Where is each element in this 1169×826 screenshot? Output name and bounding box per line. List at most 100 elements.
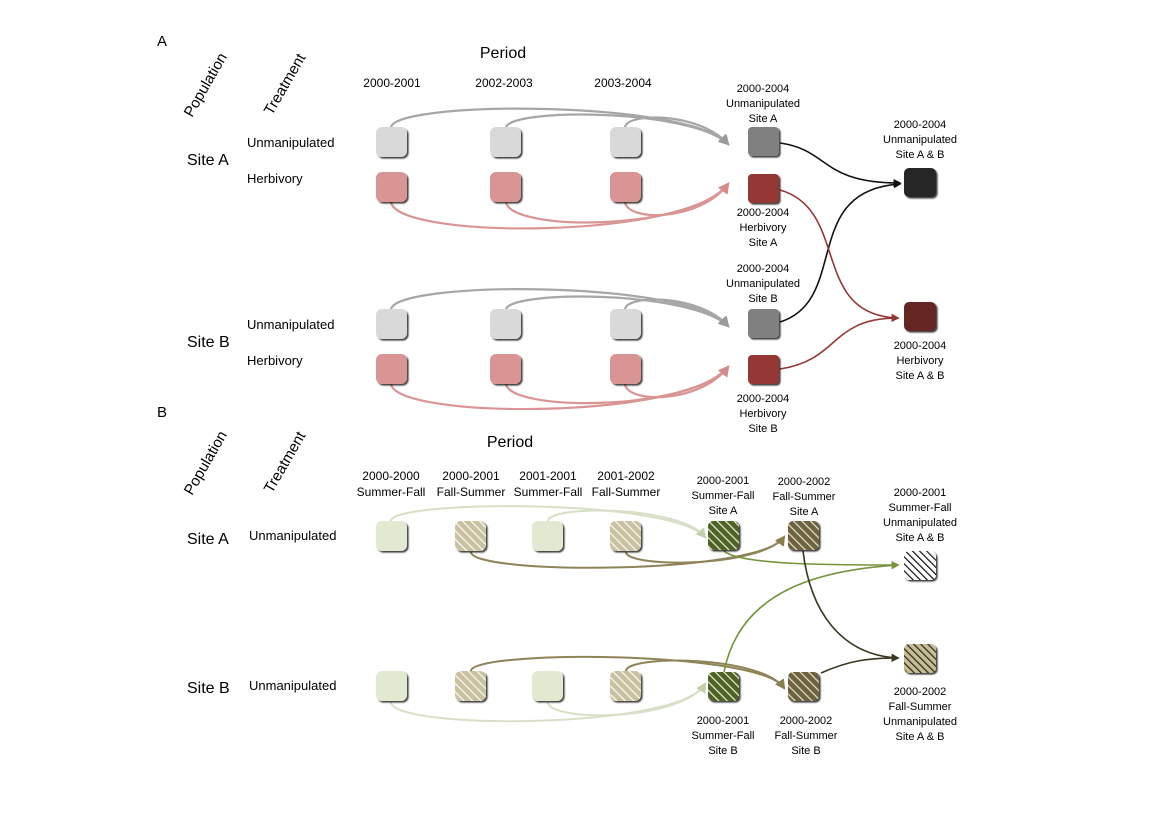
- pooling-arrow: [779, 314, 900, 370]
- final-label: Summer-Fall: [889, 502, 952, 514]
- final-label: 2000-2001: [894, 487, 947, 499]
- pooled-label: Unmanipulated: [726, 278, 800, 290]
- panel-b: B Population Treatment Period 2000-2000 …: [157, 404, 957, 757]
- pooled-label: 2000-2001: [697, 475, 750, 487]
- period-label: Summer-Fall: [514, 485, 583, 499]
- matrix-box: [610, 127, 641, 157]
- period-label: Fall-Summer: [437, 485, 506, 499]
- pooled-label: Fall-Summer: [775, 730, 838, 742]
- pooled-label: Unmanipulated: [726, 98, 800, 110]
- pooled-label: 2000-2004: [737, 83, 790, 95]
- pooled-matrix-box: [748, 174, 779, 203]
- pooled-label: Site B: [748, 293, 777, 305]
- matrix-box: [376, 354, 407, 384]
- final-label: Fall-Summer: [889, 701, 952, 713]
- pooled-label: 2000-2004: [737, 207, 790, 219]
- pooling-arrows: [390, 655, 786, 723]
- pooling-arrow: [802, 550, 900, 662]
- population-header: Population: [181, 428, 231, 498]
- panel-a: A Population Treatment Period 2000-2001 …: [157, 33, 957, 435]
- pooled-label: Site A: [709, 505, 738, 517]
- pooled-matrix-box: [788, 672, 819, 701]
- panel-a-label: A: [157, 33, 167, 50]
- pooling-arrows: [389, 107, 730, 146]
- final-label: 2000-2004: [894, 119, 947, 131]
- pooled-matrix-box: [788, 521, 819, 550]
- pooled-matrix-box: [748, 309, 779, 338]
- final-label: 2000-2002: [894, 686, 947, 698]
- period-label: 2003-2004: [594, 76, 652, 90]
- final-label: Unmanipulated: [883, 134, 957, 146]
- pooling-arrow: [723, 561, 900, 673]
- period-label: 2001-2002: [597, 469, 655, 483]
- pooling-arrows: [390, 505, 786, 569]
- period-label: 2000-2000: [362, 469, 420, 483]
- matrix-box: [610, 172, 641, 202]
- matrix-box: [376, 521, 407, 551]
- period-header: Period: [487, 434, 533, 451]
- period-label: Fall-Summer: [592, 485, 661, 499]
- pooling-arrows: [389, 365, 730, 411]
- pooled-label: Summer-Fall: [692, 730, 755, 742]
- final-label: Unmanipulated: [883, 716, 957, 728]
- final-matrix-box: [904, 644, 936, 673]
- pooling-arrow: [779, 142, 902, 187]
- pooled-matrix-box: [708, 521, 739, 550]
- pooled-label: Site B: [708, 745, 737, 757]
- site-b-label: Site B: [187, 334, 230, 351]
- final-label: Site A & B: [896, 149, 945, 161]
- treatment-herbivory-label: Herbivory: [247, 171, 303, 186]
- treatment-unmanipulated-label: Unmanipulated: [249, 678, 336, 693]
- pooling-arrow: [723, 550, 900, 569]
- pooled-label: Site A: [749, 113, 778, 125]
- pooling-arrows: [389, 288, 730, 328]
- final-label: Site A & B: [896, 370, 945, 382]
- matrix-box: [376, 172, 407, 202]
- pooled-label: Herbivory: [739, 408, 787, 420]
- pooled-label: 2000-2002: [778, 476, 831, 488]
- treatment-header: Treatment: [261, 428, 310, 496]
- pooled-label: 2000-2001: [697, 715, 750, 727]
- matrix-box: [610, 354, 641, 384]
- pooled-label: 2000-2002: [780, 715, 833, 727]
- pooled-label: Site B: [748, 423, 777, 435]
- pooled-matrix-box: [748, 355, 779, 384]
- pooling-arrows: [389, 182, 730, 230]
- final-label: Site A & B: [896, 532, 945, 544]
- pooling-arrow: [779, 189, 900, 322]
- site-a-label: Site A: [187, 152, 229, 169]
- matrix-box: [490, 172, 521, 202]
- matrix-box: [376, 127, 407, 157]
- final-matrix-box: [904, 551, 936, 580]
- matrix-box: [490, 127, 521, 157]
- pooled-label: Site A: [749, 237, 778, 249]
- period-label: 2000-2001: [442, 469, 500, 483]
- matrix-box: [455, 671, 486, 701]
- panel-b-label: B: [157, 404, 167, 421]
- final-label: Site A & B: [896, 731, 945, 743]
- pooled-matrix-box: [748, 127, 779, 156]
- matrix-box: [490, 354, 521, 384]
- pooled-label: Fall-Summer: [773, 491, 836, 503]
- period-header: Period: [480, 45, 526, 62]
- matrix-box: [532, 671, 563, 701]
- pooled-label: Summer-Fall: [692, 490, 755, 502]
- matrix-box: [610, 521, 641, 551]
- treatment-unmanipulated-label: Unmanipulated: [249, 528, 336, 543]
- final-label: 2000-2004: [894, 340, 947, 352]
- pooling-arrow: [820, 654, 900, 674]
- treatment-header: Treatment: [261, 50, 310, 118]
- pooled-label: Herbivory: [739, 222, 787, 234]
- period-label: 2000-2001: [363, 76, 421, 90]
- matrix-box: [532, 521, 563, 551]
- matrix-box: [376, 671, 407, 701]
- matrix-box: [455, 521, 486, 551]
- period-label: 2001-2001: [519, 469, 577, 483]
- site-b-label: Site B: [187, 680, 230, 697]
- treatment-unmanipulated-label: Unmanipulated: [247, 317, 334, 332]
- period-label: Summer-Fall: [357, 485, 426, 499]
- pooled-label: 2000-2004: [737, 263, 790, 275]
- treatment-unmanipulated-label: Unmanipulated: [247, 135, 334, 150]
- pooling-arrow: [779, 180, 902, 323]
